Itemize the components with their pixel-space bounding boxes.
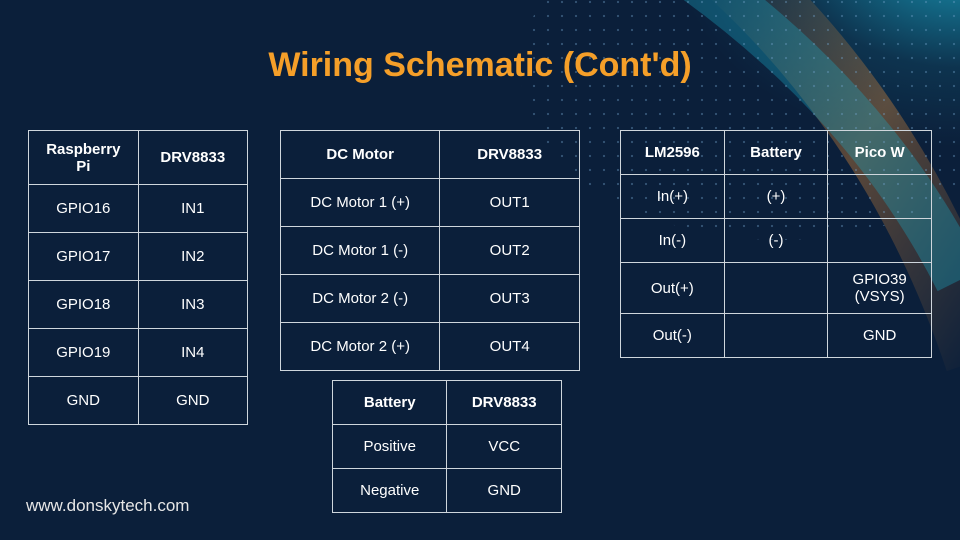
table-motor-drv: DC Motor DRV8833 DC Motor 1 (+)OUT1 DC M… — [280, 130, 580, 371]
table-header-row: DC Motor DRV8833 — [281, 131, 580, 179]
col-header: DRV8833 — [138, 131, 247, 185]
col-header: DC Motor — [281, 131, 440, 179]
table-row: Out(+)GPIO39 (VSYS) — [621, 263, 932, 314]
table-row: DC Motor 2 (-)OUT3 — [281, 275, 580, 323]
table-row: DC Motor 1 (-)OUT2 — [281, 227, 580, 275]
table-row: NegativeGND — [333, 469, 562, 513]
table-row: PositiveVCC — [333, 425, 562, 469]
table-header-row: Battery DRV8833 — [333, 381, 562, 425]
col-header: DRV8833 — [447, 381, 562, 425]
table-lm2596: LM2596 Battery Pico W In(+)(+) In(-)(-) … — [620, 130, 932, 358]
table-header-row: LM2596 Battery Pico W — [621, 131, 932, 175]
col-header: Battery — [724, 131, 828, 175]
table-battery-drv: Battery DRV8833 PositiveVCC NegativeGND — [332, 380, 562, 513]
table-row: GPIO17IN2 — [29, 233, 248, 281]
col-header: DRV8833 — [440, 131, 580, 179]
col-header: Raspberry Pi — [29, 131, 139, 185]
table-row: GPIO18IN3 — [29, 281, 248, 329]
table-row: GPIO16IN1 — [29, 185, 248, 233]
table-row: DC Motor 2 (+)OUT4 — [281, 323, 580, 371]
table-row: GPIO19IN4 — [29, 329, 248, 377]
table-row: Out(-)GND — [621, 314, 932, 358]
table-row: In(+)(+) — [621, 175, 932, 219]
table-rpi-drv: Raspberry Pi DRV8833 GPIO16IN1 GPIO17IN2… — [28, 130, 248, 425]
table-row: DC Motor 1 (+)OUT1 — [281, 179, 580, 227]
col-header: Pico W — [828, 131, 932, 175]
page-title: Wiring Schematic (Cont'd) — [0, 46, 960, 85]
footer-url: www.donskytech.com — [26, 496, 189, 516]
table-header-row: Raspberry Pi DRV8833 — [29, 131, 248, 185]
col-header: Battery — [333, 381, 447, 425]
col-header: LM2596 — [621, 131, 725, 175]
table-row: GNDGND — [29, 377, 248, 425]
table-row: In(-)(-) — [621, 219, 932, 263]
